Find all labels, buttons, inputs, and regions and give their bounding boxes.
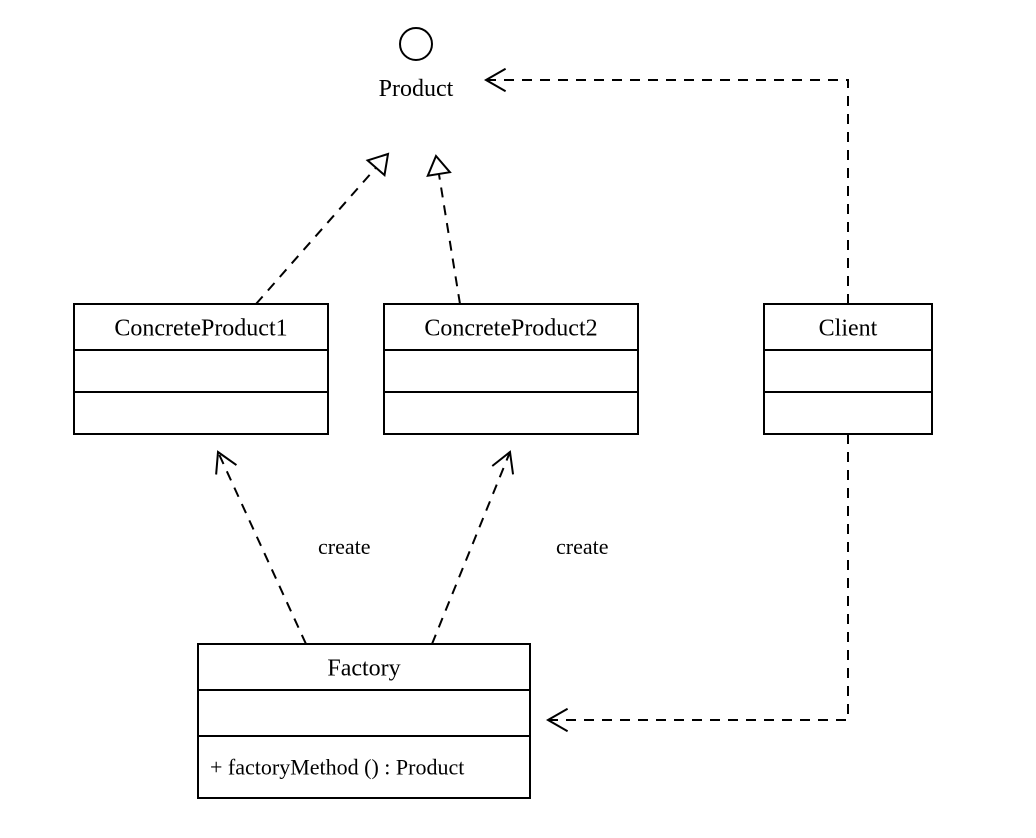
class-client: Client [764, 304, 932, 434]
class-concreteProduct2: ConcreteProduct2 [384, 304, 638, 434]
edge-cp2-realizes-product [428, 156, 460, 304]
class-name: ConcreteProduct2 [424, 315, 597, 341]
interface-label: Product [379, 76, 454, 102]
class-name: Factory [327, 655, 400, 681]
class-concreteProduct1: ConcreteProduct1 [74, 304, 328, 434]
interface-circle-icon [400, 28, 432, 60]
edge-client-uses-factory [548, 434, 848, 731]
class-name: ConcreteProduct1 [114, 315, 287, 341]
edge-cp1-realizes-product [256, 154, 388, 304]
edge-label: create [318, 534, 371, 559]
edge-client-uses-product [486, 69, 848, 304]
edge-factory-creates-cp1: create [216, 452, 370, 644]
class-operation: + factoryMethod () : Product [210, 754, 464, 779]
edge-label: create [556, 534, 609, 559]
uml-diagram: Product ConcreteProduct1 ConcreteProduct2… [0, 0, 1036, 838]
class-factory: Factory + factoryMethod () : Product [198, 644, 530, 798]
edge-factory-creates-cp2: create [432, 452, 609, 644]
class-name: Client [819, 315, 878, 341]
